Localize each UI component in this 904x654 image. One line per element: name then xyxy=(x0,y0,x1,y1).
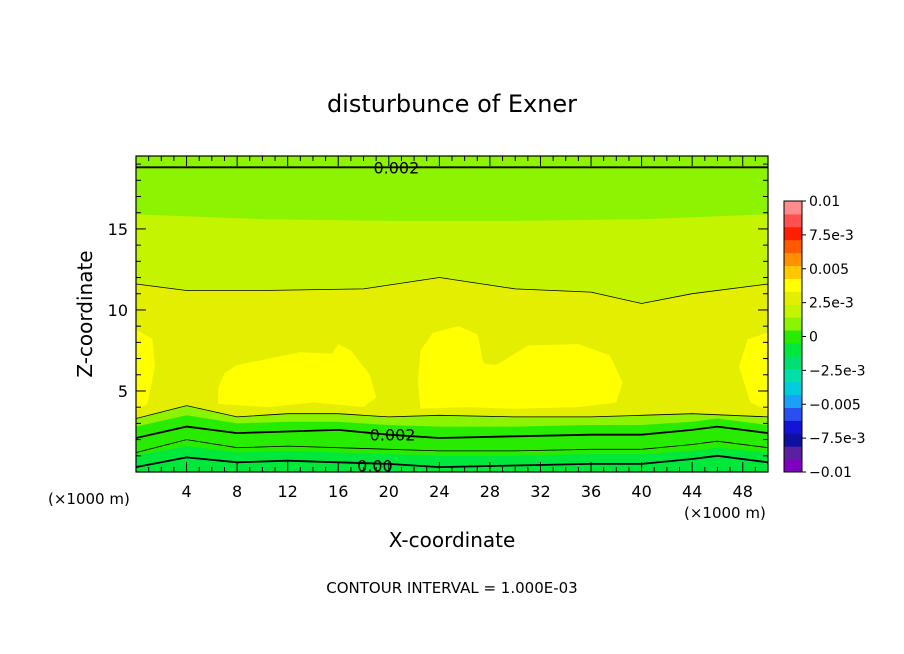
colorbar-swatch xyxy=(784,265,802,279)
colorbar-label: −7.5e-3 xyxy=(809,431,866,447)
colorbar-swatch xyxy=(784,213,802,228)
colorbar-swatch xyxy=(784,368,802,383)
contour-label-0: 0.002 xyxy=(373,158,419,177)
colorbar: 0.01 7.5e-3 0.005 2.5e-3 0 −2.5e-3 −0.005 −7.5e… xyxy=(783,194,866,481)
x-tick-label: 40 xyxy=(631,482,651,501)
colorbar-label: 0 xyxy=(809,330,818,346)
contour-line-1 xyxy=(136,277,768,304)
colorbar-swatch xyxy=(784,226,802,241)
colorbar-label: 0.005 xyxy=(809,262,849,278)
colorbar-label: 2.5e-3 xyxy=(809,296,854,312)
colorbar-label: −2.5e-3 xyxy=(809,363,866,379)
colorbar-swatch xyxy=(784,459,802,473)
contour-label-2: 0.00 xyxy=(357,457,393,476)
svg-text:0.002: 0.002 xyxy=(370,426,416,445)
x-tick-label: 20 xyxy=(379,482,399,501)
colorbar-swatch xyxy=(784,394,802,408)
colorbar-label: 0.01 xyxy=(809,194,840,210)
high-region-1 xyxy=(218,343,377,408)
high-region-2 xyxy=(417,326,623,409)
x-tick-label: 44 xyxy=(682,482,702,501)
colorbar-swatch xyxy=(784,278,802,292)
colorbar-swatch xyxy=(784,446,802,460)
fill-layer-5 xyxy=(136,446,768,472)
colorbar-label: 7.5e-3 xyxy=(809,228,854,244)
y-tick-label: 5 xyxy=(118,382,128,401)
x-tick-label: 24 xyxy=(429,482,449,501)
high-region-0 xyxy=(136,329,155,411)
colorbar-swatch xyxy=(784,355,802,370)
contour-line-2 xyxy=(136,405,768,419)
contour-line-4 xyxy=(136,439,768,453)
x-tick-label: 28 xyxy=(480,482,500,501)
x-unit-right: (×1000 m) xyxy=(684,504,766,522)
colorbar-swatch xyxy=(784,304,802,318)
contour-label-1: 0.002 xyxy=(370,426,416,445)
colorbar-swatch xyxy=(784,291,802,305)
svg-text:0.002: 0.002 xyxy=(373,158,419,177)
y-tick-label: 10 xyxy=(108,301,128,320)
colorbar-label: −0.01 xyxy=(809,465,852,481)
x-tick-label: 32 xyxy=(530,482,550,501)
svg-text:0.00: 0.00 xyxy=(357,457,393,476)
x-tick-label: 36 xyxy=(581,482,601,501)
colorbar-swatch xyxy=(784,252,802,267)
x-axis-label: X-coordinate xyxy=(389,528,516,552)
x-tick-label: 8 xyxy=(232,482,242,501)
colorbar-swatch xyxy=(784,407,802,421)
colorbar-swatch xyxy=(784,239,802,254)
colorbar-swatch xyxy=(784,433,802,447)
contour-interval-note: CONTOUR INTERVAL = 1.000E-03 xyxy=(326,579,577,597)
y-axis-label: Z-coordinate xyxy=(73,250,97,377)
plot-area: 0.002 0.002 0.00 xyxy=(136,156,768,476)
x-tick-label: 4 xyxy=(181,482,191,501)
contour-line-3 xyxy=(136,425,768,439)
colorbar-swatch xyxy=(784,317,802,331)
y-tick-label: 15 xyxy=(108,220,128,239)
x-tick-label: 12 xyxy=(278,482,298,501)
x-tick-label: 16 xyxy=(328,482,348,501)
colorbar-swatch xyxy=(784,201,802,215)
colorbar-swatch xyxy=(784,381,802,396)
x-unit-left: (×1000 m) xyxy=(48,490,130,508)
chart-title: disturbunce of Exner xyxy=(327,90,577,118)
colorbar-swatch xyxy=(784,330,802,344)
colorbar-swatch xyxy=(784,342,802,357)
x-tick-label: 48 xyxy=(733,482,753,501)
colorbar-label: −0.005 xyxy=(809,397,861,413)
colorbar-swatch xyxy=(784,420,802,434)
